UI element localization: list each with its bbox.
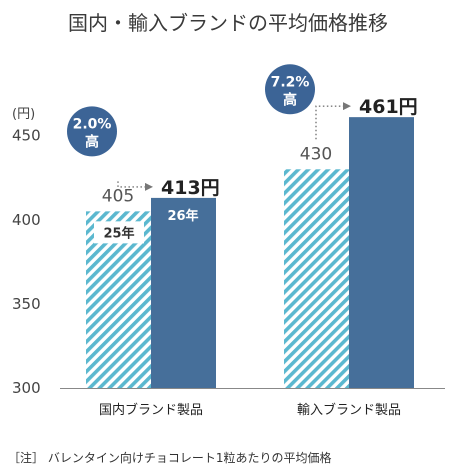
value-label-previous: 430 bbox=[300, 144, 332, 164]
bar-previous-year bbox=[284, 169, 349, 388]
bar-current-year bbox=[349, 117, 414, 388]
y-tick-label: 350 bbox=[12, 295, 41, 313]
footnote: ［注］ バレンタイン向けチョコレート1粒あたりの平均価格 bbox=[8, 450, 331, 465]
value-label-current: 461円 bbox=[359, 96, 418, 118]
change-bubble bbox=[265, 64, 315, 115]
change-percent: 2.0% bbox=[73, 116, 112, 132]
chart-title: 国内・輸入ブランドの平均価格推移 bbox=[68, 11, 388, 35]
x-category-label: 輸入ブランド製品 bbox=[297, 402, 401, 418]
value-label-current: 413円 bbox=[161, 177, 220, 199]
change-word: 高 bbox=[85, 133, 99, 150]
change-arrow bbox=[315, 102, 351, 140]
bar-current-year bbox=[151, 197, 216, 388]
change-bubble bbox=[67, 106, 117, 157]
x-category-label: 国内ブランド製品 bbox=[99, 402, 203, 418]
y-unit-label: (円) bbox=[12, 107, 35, 122]
y-tick-label: 300 bbox=[12, 379, 41, 397]
y-tick-label: 400 bbox=[12, 211, 41, 229]
series-label-current: 26年 bbox=[167, 208, 198, 224]
change-percent: 7.2% bbox=[271, 74, 310, 90]
value-label-previous: 405 bbox=[102, 186, 134, 206]
change-word: 高 bbox=[283, 91, 297, 108]
series-label-box bbox=[94, 221, 144, 244]
y-tick-label: 450 bbox=[12, 127, 41, 145]
series-label-previous: 25年 bbox=[103, 225, 134, 241]
